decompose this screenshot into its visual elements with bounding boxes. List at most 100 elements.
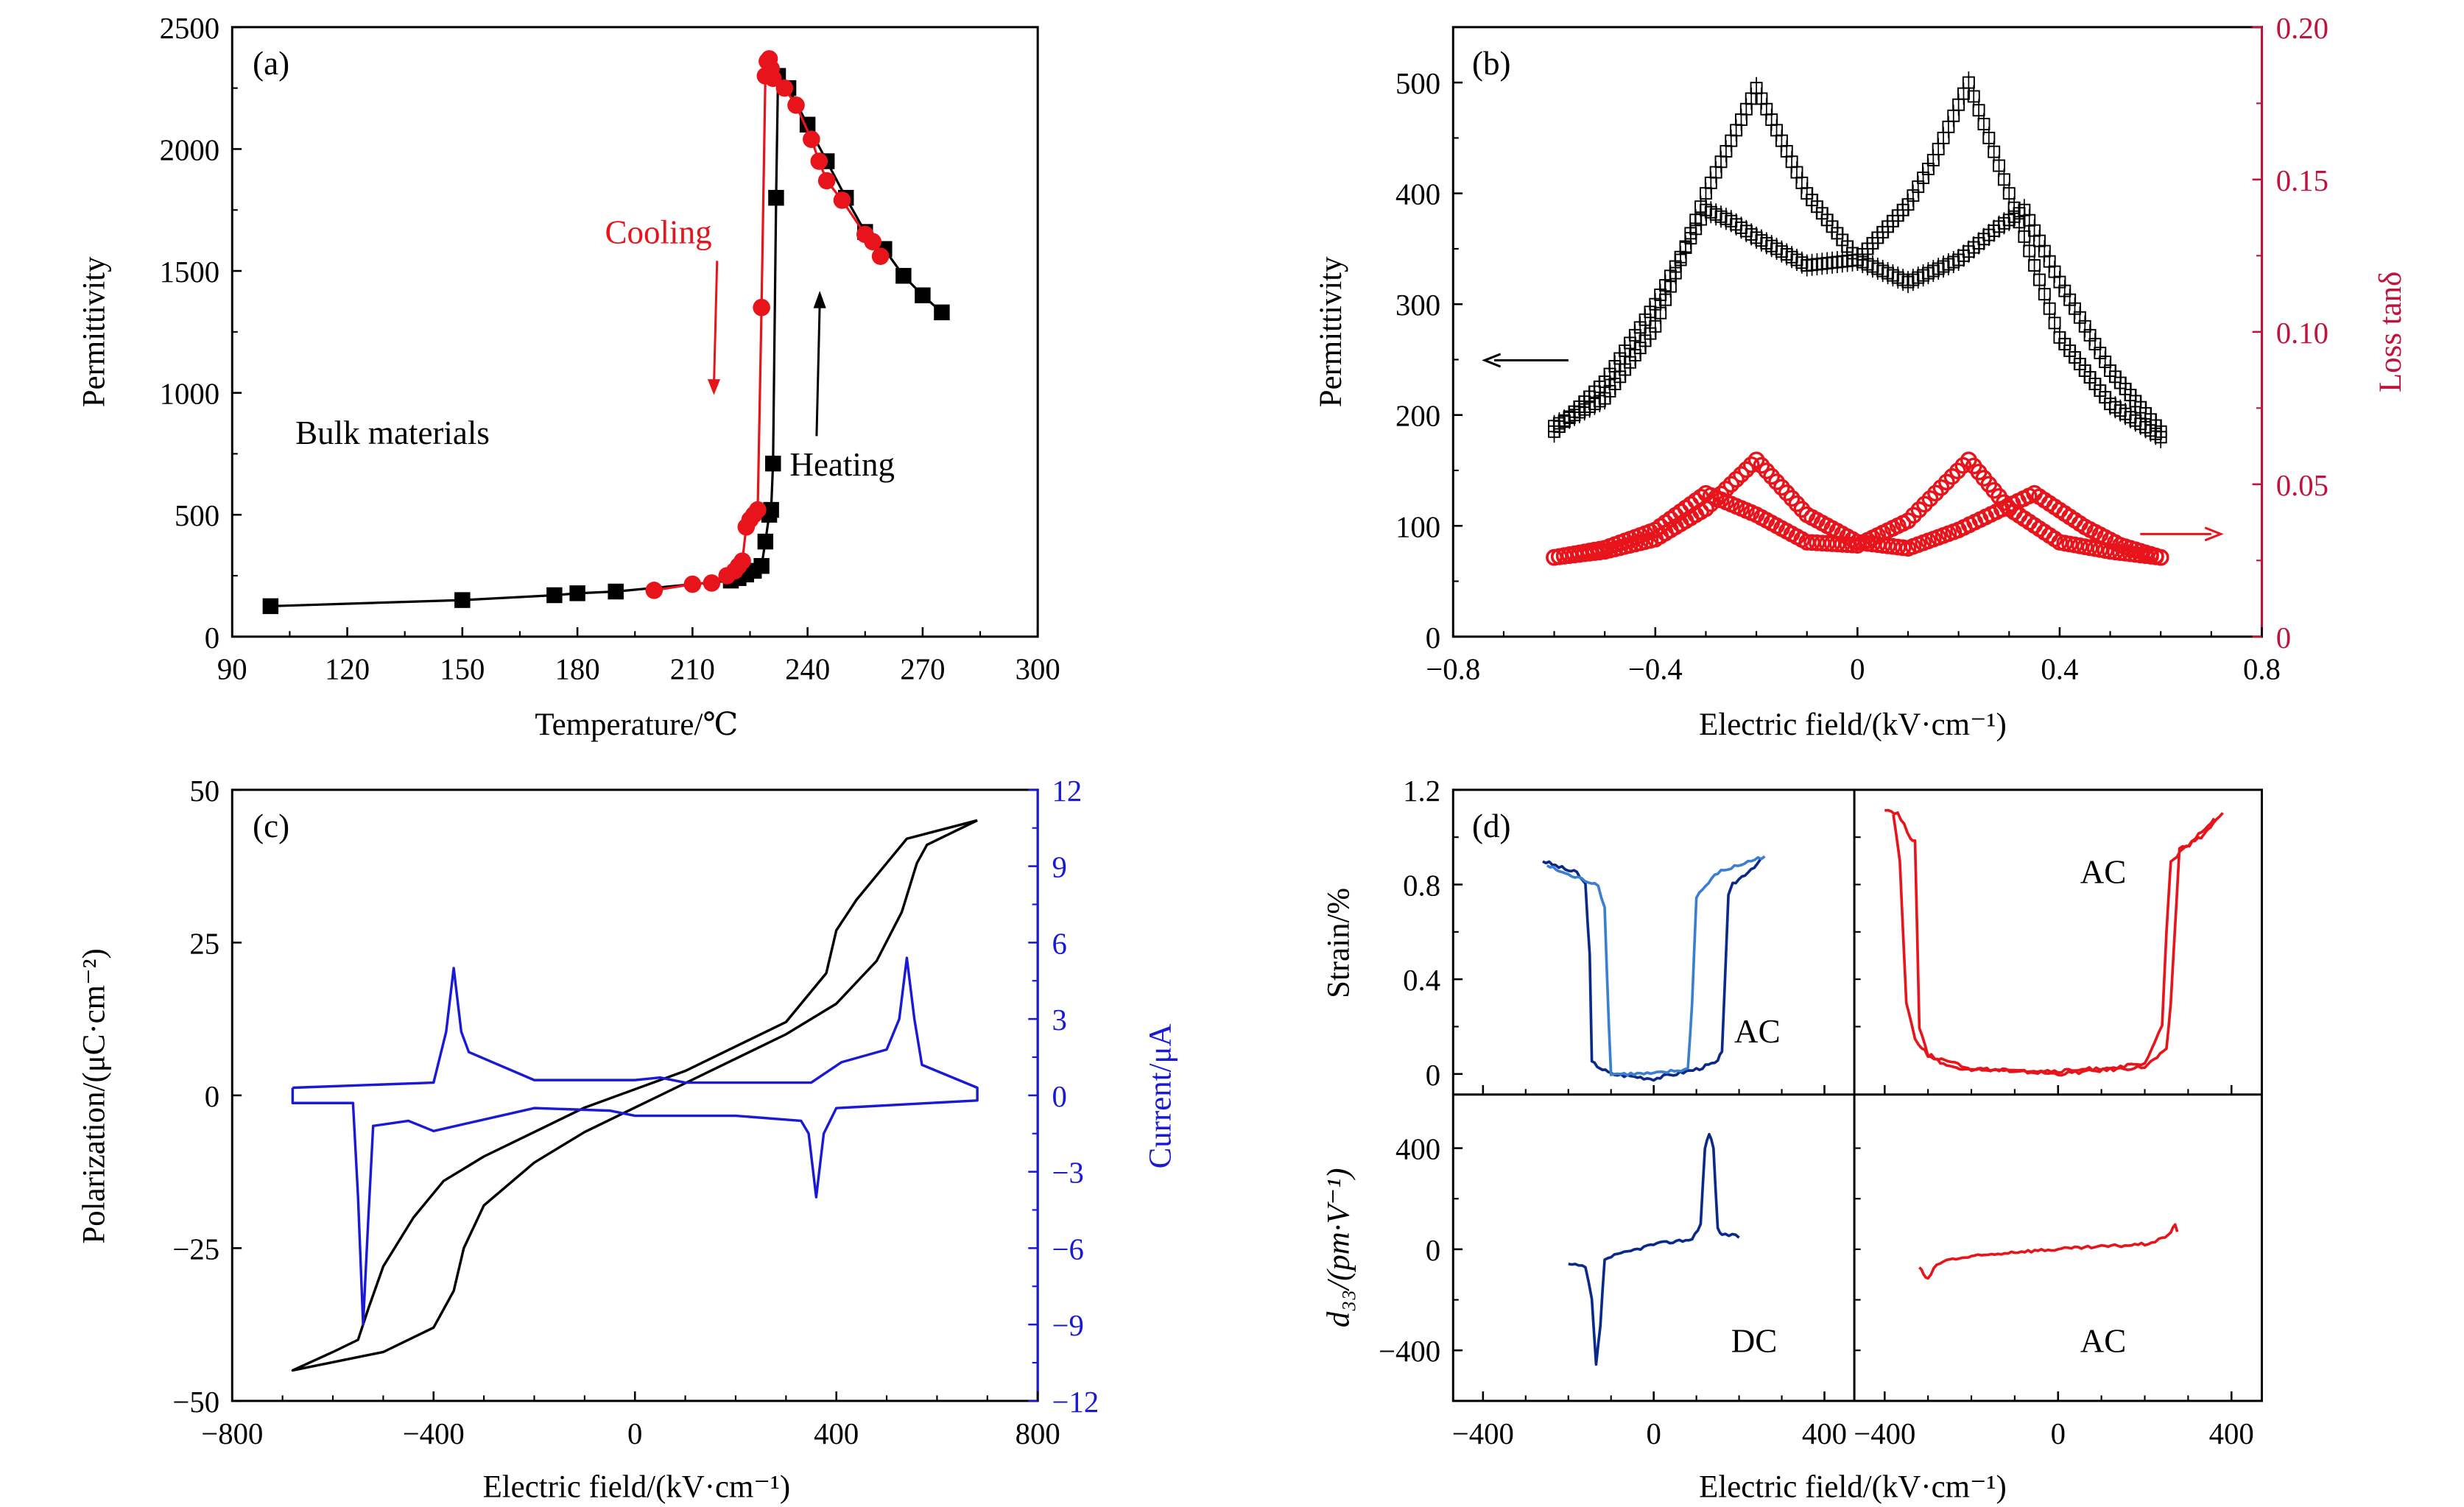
b-y2-axis-tick-label: 0.15: [2276, 164, 2329, 197]
a-heating-marker: [608, 583, 624, 600]
c-y-axis-label: Polarization/(μC·cm⁻²): [77, 948, 112, 1243]
c-y-axis-tick-label: 25: [189, 927, 219, 960]
a-cooling-marker: [733, 552, 751, 570]
a-heating-marker: [753, 558, 770, 574]
panel-label-b: (b): [1472, 45, 1511, 82]
b-loss-marker: [1899, 512, 1917, 529]
b-y2-axis-tick-label: 0: [2276, 621, 2291, 654]
b-loss-marker: [1943, 467, 1961, 485]
a-y-axis-tick-label: 500: [175, 499, 219, 532]
a-y-axis-tick-label: 2000: [160, 133, 220, 166]
d-x-axis-col1-tick-label: −400: [1854, 1417, 1915, 1450]
b-loss-marker: [1773, 479, 1790, 496]
a-x-axis-tick-label: 240: [785, 653, 830, 686]
b-y2-axis-tick-label: 0.10: [2276, 317, 2329, 350]
d-x-axis-col1-tick-label: 0: [2051, 1417, 2066, 1450]
a-x-axis-tick-label: 270: [900, 653, 945, 686]
b-y-axis-label: Permittivity: [1314, 256, 1348, 407]
c-x-axis-tick-label: 800: [1015, 1417, 1060, 1450]
c-y2-axis-tick-label: 12: [1052, 774, 1082, 808]
a-x-axis-tick-label: 210: [670, 653, 715, 686]
panel-label-c: (c): [253, 808, 289, 844]
b-x-axis-tick-label: 0.8: [2243, 653, 2281, 686]
a-y-axis-tick-label: 1000: [160, 378, 220, 411]
a-heating-marker: [934, 304, 950, 321]
a-cooling-marker: [817, 172, 836, 190]
a-y-axis-tick-label: 1500: [160, 255, 220, 289]
a-x-axis-tick-label: 120: [325, 653, 370, 686]
a-cooling-marker: [703, 574, 721, 592]
a-cooling-marker: [645, 582, 663, 599]
b-loss-marker: [1910, 501, 1928, 518]
c-x-axis-tick-label: −800: [201, 1417, 263, 1450]
c-y-axis-tick-label: −50: [172, 1386, 219, 1419]
a-cooling-marker: [787, 96, 805, 114]
d-strain-axis-tick-label: 0.4: [1403, 964, 1440, 997]
d-x-axis-col0-tick-label: −400: [1452, 1417, 1514, 1450]
d-x-axis-col0-tick-label: 400: [1802, 1417, 1847, 1450]
cooling-annotation: Cooling: [605, 214, 711, 251]
c-current-loop: [291, 956, 979, 1326]
c-polarization-loop: [291, 819, 978, 1372]
a-x-axis-tick-label: 180: [555, 653, 600, 686]
d-strain-axis-label: Strain/%: [1322, 888, 1356, 998]
b-loss-marker: [1905, 507, 1922, 524]
b-loss-marker: [1742, 456, 1760, 473]
b-x-axis-tick-label: 0: [1850, 653, 1865, 686]
bulk-materials-annotation: Bulk materials: [295, 414, 490, 451]
subplot-label-strain-right: AC: [2080, 853, 2127, 890]
c-x-axis-tick-label: 400: [814, 1417, 859, 1450]
b-loss-marker: [2152, 548, 2169, 566]
b-x-axis-tick-label: −0.8: [1426, 653, 1480, 686]
c-y2-axis-tick-label: −9: [1052, 1309, 1083, 1342]
d-d33-axis-tick-label: 400: [1395, 1133, 1440, 1166]
b-loss-marker: [1728, 470, 1745, 488]
a-y-axis-label: Permittivity: [77, 256, 112, 407]
a-heating-marker: [569, 585, 585, 601]
d-strain-axis-tick-label: 0: [1426, 1059, 1440, 1092]
b-y-axis-tick-label: 500: [1395, 67, 1440, 100]
c-y2-axis-tick-label: 3: [1052, 1003, 1066, 1037]
a-heating-marker: [763, 501, 779, 518]
a-cooling-marker: [753, 298, 770, 317]
b-x-axis-label: Electric field/(kV·cm⁻¹): [1699, 707, 2007, 742]
a-y-axis-tick-label: 0: [205, 621, 219, 654]
a-cooling-marker: [833, 191, 851, 209]
d-d33-axis-tick-label: −400: [1379, 1335, 1440, 1368]
a-cooling-marker: [749, 501, 767, 519]
d-x-axis-col1-tick-label: 400: [2209, 1417, 2254, 1450]
a-heating-marker: [454, 592, 471, 608]
b-y2-axis-tick-label: 0.20: [2276, 12, 2329, 45]
subplot-label-strain-left: AC: [1734, 1013, 1781, 1050]
c-x-axis-label: Electric field/(kV·cm⁻¹): [483, 1470, 791, 1505]
b-x-axis-tick-label: −0.4: [1628, 653, 1683, 686]
b-y-axis-tick-label: 100: [1395, 510, 1440, 543]
d-d33-axis-label: d₃₃/(pm·V⁻¹): [1322, 1168, 1356, 1328]
d-strain-curve: [1546, 855, 1766, 1077]
b-loss-marker: [1717, 481, 1735, 498]
heating-arrow: [815, 303, 821, 437]
b-y2-axis-tick-label: 0.05: [2276, 469, 2329, 502]
a-x-axis-tick-label: 90: [217, 653, 247, 686]
heating-annotation: Heating: [789, 446, 895, 483]
c-y2-axis-tick-label: 9: [1052, 851, 1066, 884]
b-loss-marker: [1712, 485, 1730, 503]
a-x-axis-tick-label: 150: [440, 653, 485, 686]
d-strain-curve: [1892, 814, 2216, 1074]
b-loss-marker: [1697, 500, 1714, 518]
b-x-axis-tick-label: 0.4: [2041, 653, 2078, 686]
a-cooling-marker: [683, 575, 702, 593]
a-heating-marker: [765, 455, 781, 472]
b-loss-marker: [1927, 484, 1944, 502]
b-loss-marker: [1954, 456, 1972, 474]
cooling-arrow-head: [707, 379, 721, 395]
b-loss-marker: [1763, 467, 1781, 485]
b-loss-marker: [1932, 479, 1950, 496]
b-y-axis-tick-label: 0: [1426, 621, 1440, 654]
a-x-axis-label: Temperature/℃: [535, 707, 738, 742]
a-cooling-marker: [803, 130, 820, 148]
heating-arrow-head: [813, 291, 826, 308]
a-heating-marker: [262, 598, 279, 615]
b-y2-axis-label: Loss tanδ: [2373, 272, 2408, 392]
